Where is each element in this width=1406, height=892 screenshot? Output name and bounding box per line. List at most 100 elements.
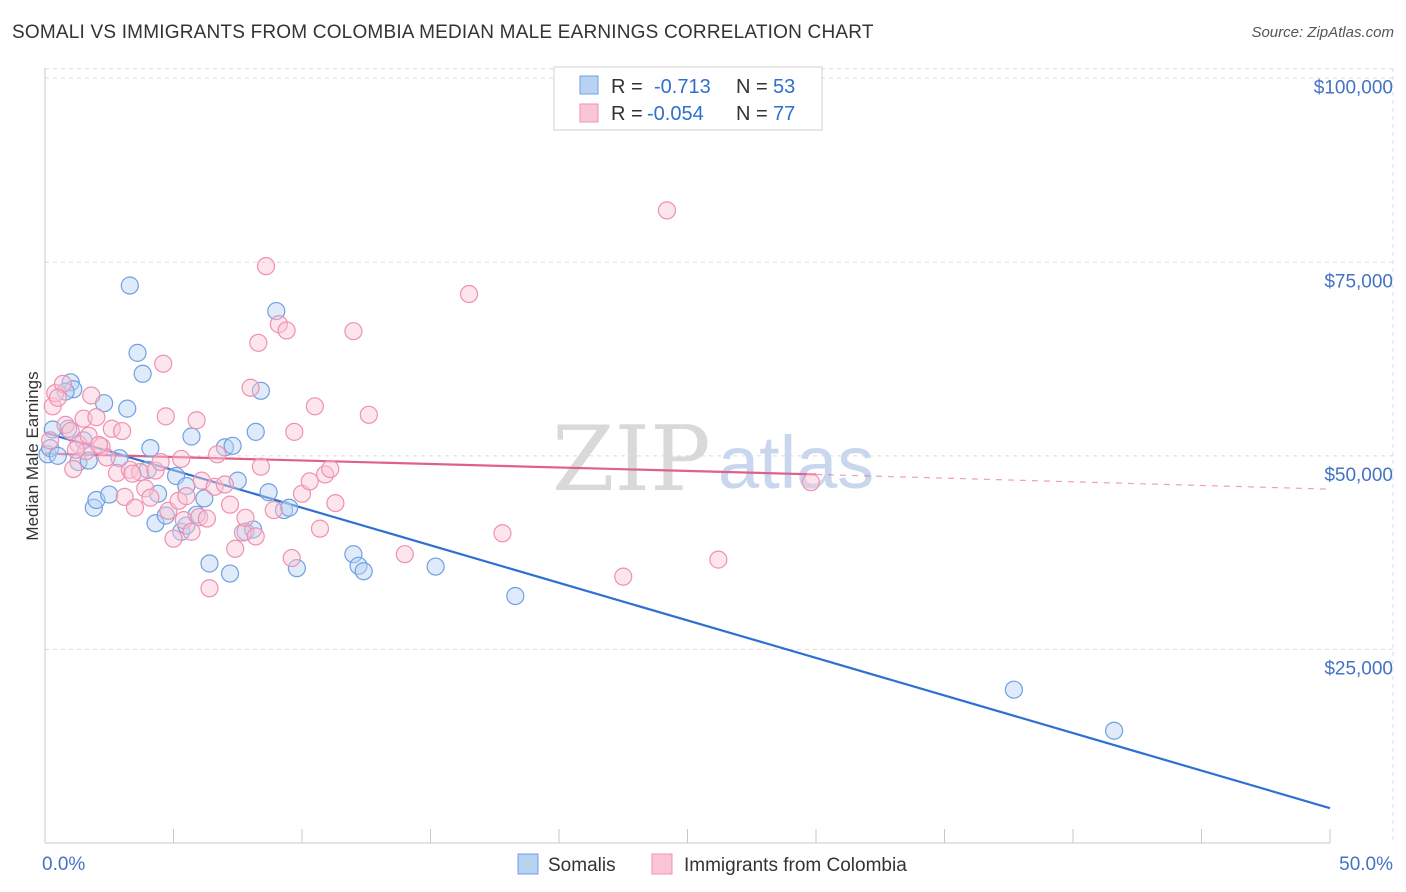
watermark-atlas: atlas bbox=[718, 421, 874, 504]
colombia-point-12 bbox=[87, 408, 106, 427]
colombia-point-17 bbox=[112, 421, 132, 441]
somalis-point-48 bbox=[506, 586, 525, 606]
colombia-point-58 bbox=[305, 397, 324, 416]
colombia-point-64 bbox=[359, 405, 378, 424]
somalis-point-31 bbox=[215, 438, 234, 457]
colombia-point-33 bbox=[182, 522, 201, 541]
colombia-point-61 bbox=[321, 459, 340, 479]
colombia-point-24 bbox=[146, 461, 165, 480]
somalis-point-50 bbox=[1105, 721, 1124, 740]
stats-legend-r-label-1: R = bbox=[611, 76, 643, 98]
somalis-point-46 bbox=[354, 562, 373, 581]
colombia-point-72 bbox=[48, 388, 67, 407]
colombia-point-37 bbox=[197, 509, 217, 528]
somalis-point-13 bbox=[110, 449, 129, 468]
colombia-point-65 bbox=[395, 545, 414, 564]
colombia-point-62 bbox=[326, 493, 345, 513]
colombia-point-20 bbox=[125, 498, 145, 517]
colombia-point-55 bbox=[285, 422, 304, 441]
colombia-point-25 bbox=[151, 452, 170, 472]
somalis-point-42 bbox=[280, 498, 299, 517]
colombia-point-32 bbox=[177, 487, 196, 506]
colombia-point-23 bbox=[141, 488, 160, 507]
colombia-point-70 bbox=[709, 550, 728, 569]
stats-legend-r-value-2: -0.054 bbox=[647, 103, 704, 125]
colombia-point-40 bbox=[208, 445, 227, 464]
colombia-point-11 bbox=[82, 386, 101, 405]
colombia-point-59 bbox=[310, 519, 330, 538]
stats-legend-swatch-somalis bbox=[579, 75, 599, 95]
series-legend: Somalis Immigrants from Colombia bbox=[517, 853, 907, 876]
colombia-point-10 bbox=[79, 426, 98, 445]
colombia-point-68 bbox=[614, 567, 633, 586]
colombia-point-42 bbox=[220, 495, 240, 514]
somalis-point-38 bbox=[251, 381, 270, 400]
colombia-point-34 bbox=[187, 411, 206, 430]
somalis-point-4 bbox=[61, 373, 80, 392]
stats-legend-n-label-1: N = bbox=[736, 76, 768, 98]
y-axis-title: Median Male Earnings bbox=[23, 371, 42, 540]
stats-legend-n-label-2: N = bbox=[736, 103, 768, 125]
y-tick-label-3: $25,000 bbox=[1324, 658, 1393, 679]
colombia-point-74 bbox=[89, 435, 109, 455]
legend-label-somalis: Somalis bbox=[548, 855, 616, 876]
stats-legend-r-label-2: R = bbox=[611, 103, 643, 125]
stats-legend-n-value-2: 77 bbox=[773, 103, 795, 125]
colombia-point-29 bbox=[164, 529, 183, 548]
somalis-point-14 bbox=[118, 399, 137, 418]
colombia-point-45 bbox=[236, 508, 255, 527]
somalis-point-17 bbox=[133, 364, 152, 383]
somalis-point-49 bbox=[1004, 680, 1023, 699]
somalis-point-12 bbox=[100, 485, 119, 504]
somalis-point-45 bbox=[349, 556, 368, 575]
source-label: Source: ZipAtlas.com bbox=[1251, 24, 1394, 41]
colombia-point-57 bbox=[300, 472, 319, 491]
colombia-point-69 bbox=[657, 201, 677, 220]
data-points bbox=[38, 201, 1124, 740]
colombia-point-50 bbox=[256, 257, 276, 276]
colombia-point-66 bbox=[459, 284, 479, 304]
colombia-point-21 bbox=[130, 463, 150, 482]
colombia-point-43 bbox=[226, 539, 245, 558]
somalis-point-30 bbox=[200, 554, 219, 573]
stats-legend-r-value-1: -0.713 bbox=[654, 76, 711, 98]
somalis-point-16 bbox=[128, 343, 147, 362]
colombia-point-22 bbox=[136, 479, 155, 498]
chart-title: SOMALI VS IMMIGRANTS FROM COLOMBIA MEDIA… bbox=[12, 22, 874, 43]
somalis-point-39 bbox=[259, 483, 278, 502]
colombia-point-3 bbox=[53, 374, 73, 393]
colombia-point-54 bbox=[282, 548, 301, 568]
somalis-trend-line bbox=[44, 431, 1331, 810]
x-tick-labels: 0.0% 50.0% bbox=[42, 854, 1393, 875]
colombia-point-48 bbox=[249, 333, 268, 352]
somalis-point-47 bbox=[426, 557, 445, 576]
legend-swatch-somalis bbox=[517, 853, 539, 875]
legend-label-colombia: Immigrants from Colombia bbox=[684, 855, 907, 876]
colombia-point-6 bbox=[64, 459, 83, 479]
colombia-point-46 bbox=[241, 378, 260, 397]
y-tick-label-2: $50,000 bbox=[1324, 465, 1393, 486]
somalis-point-29 bbox=[195, 489, 214, 508]
colombia-point-63 bbox=[344, 322, 363, 341]
somalis-point-44 bbox=[344, 545, 363, 564]
colombia-point-47 bbox=[246, 527, 265, 546]
somalis-point-19 bbox=[141, 439, 160, 458]
somalis-point-32 bbox=[220, 564, 240, 583]
colombia-point-49 bbox=[251, 457, 270, 476]
somalis-point-1 bbox=[41, 439, 60, 458]
x-tick-label-1: 50.0% bbox=[1339, 854, 1393, 875]
x-tick-label-0: 0.0% bbox=[42, 854, 85, 875]
colombia-point-26 bbox=[154, 354, 173, 373]
colombia-point-51 bbox=[264, 500, 283, 520]
somalis-point-15 bbox=[120, 276, 139, 295]
stats-legend-swatch-colombia bbox=[579, 103, 599, 123]
somalis-point-43 bbox=[287, 559, 306, 578]
somalis-point-33 bbox=[223, 436, 242, 455]
stats-legend-box bbox=[553, 66, 823, 131]
colombia-trend-line-extension bbox=[815, 473, 1331, 490]
colombia-point-27 bbox=[156, 407, 175, 426]
colombia-point-76 bbox=[172, 449, 191, 469]
colombia-point-71 bbox=[801, 473, 820, 492]
somalis-point-37 bbox=[246, 422, 265, 441]
